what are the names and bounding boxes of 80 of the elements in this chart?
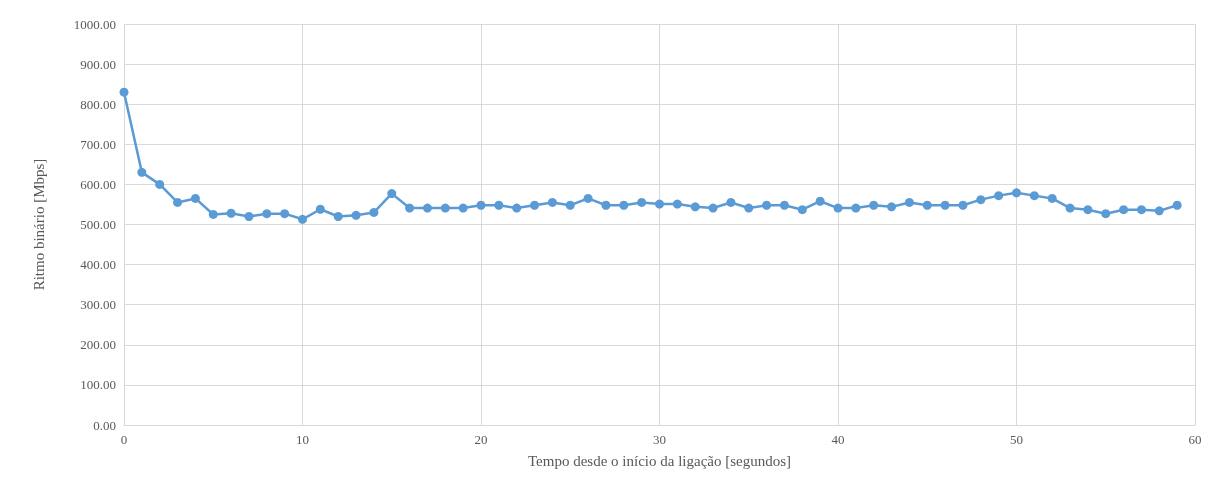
y-tick-label: 100.00 [80, 377, 116, 393]
point [619, 200, 629, 210]
point [280, 209, 290, 219]
point [1047, 193, 1057, 203]
y-tick-label: 800.00 [80, 96, 116, 112]
point [815, 196, 825, 206]
point [315, 204, 325, 214]
point [887, 202, 897, 212]
point [655, 199, 664, 209]
point [762, 200, 772, 210]
y-tick-label: 1000.00 [73, 16, 116, 32]
point [155, 179, 165, 189]
point [119, 87, 129, 97]
point [583, 193, 593, 203]
point [244, 211, 254, 221]
x-tick-label: 60 [1188, 432, 1202, 447]
y-tick-label: 300.00 [80, 297, 116, 313]
y-tick-label: 900.00 [80, 56, 116, 72]
point [298, 214, 307, 224]
point [851, 203, 861, 213]
point [601, 200, 611, 210]
point [333, 211, 343, 221]
point [940, 200, 950, 210]
x-tick-label: 10 [296, 432, 309, 447]
point [1012, 188, 1021, 198]
point [440, 203, 450, 213]
y-tick-label: 700.00 [80, 136, 116, 152]
x-tick-label: 20 [474, 432, 488, 447]
point [1029, 191, 1039, 201]
point [422, 203, 432, 213]
point [512, 203, 522, 213]
point [1136, 205, 1146, 215]
y-tick-label: 500.00 [80, 217, 116, 232]
point [137, 167, 147, 177]
point [494, 200, 504, 210]
point [904, 197, 914, 207]
point [369, 207, 379, 217]
point [869, 200, 879, 210]
point [190, 193, 200, 203]
x-tick-label: 30 [653, 432, 666, 447]
point [1083, 205, 1093, 215]
point [530, 200, 540, 210]
point [726, 197, 736, 207]
point [1065, 203, 1075, 213]
y-axis-title: Ritmo binário [Mbps] [30, 158, 47, 291]
y-tick-label: 200.00 [80, 337, 116, 353]
point [744, 203, 754, 213]
point [405, 203, 415, 213]
point [1101, 209, 1111, 219]
point [779, 200, 789, 210]
point [458, 203, 468, 213]
point [708, 203, 718, 213]
y-tick-label: 600.00 [80, 176, 116, 192]
point [226, 208, 236, 218]
point [922, 200, 932, 210]
point [1119, 205, 1129, 215]
point [833, 203, 843, 213]
point [476, 200, 486, 210]
x-axis-title: Tempo desde o início da ligação [segundos] [527, 452, 792, 469]
point [994, 191, 1004, 201]
y-tick-label: 0.00 [93, 417, 116, 433]
point [208, 209, 218, 219]
point [690, 202, 700, 212]
point [672, 199, 682, 209]
y-tick-label: 400.00 [80, 257, 116, 273]
x-tick-label: 50 [1010, 432, 1023, 447]
point [1172, 200, 1182, 210]
point [1154, 206, 1164, 216]
x-tick-label: 0 [120, 432, 128, 447]
point [351, 210, 361, 220]
point [976, 195, 986, 205]
point [958, 200, 968, 210]
point [637, 197, 647, 207]
point [387, 189, 397, 199]
x-tick-label: 40 [831, 432, 845, 447]
point [262, 209, 272, 219]
point [547, 197, 557, 207]
point [797, 205, 807, 215]
point [565, 200, 575, 210]
point [173, 197, 183, 207]
